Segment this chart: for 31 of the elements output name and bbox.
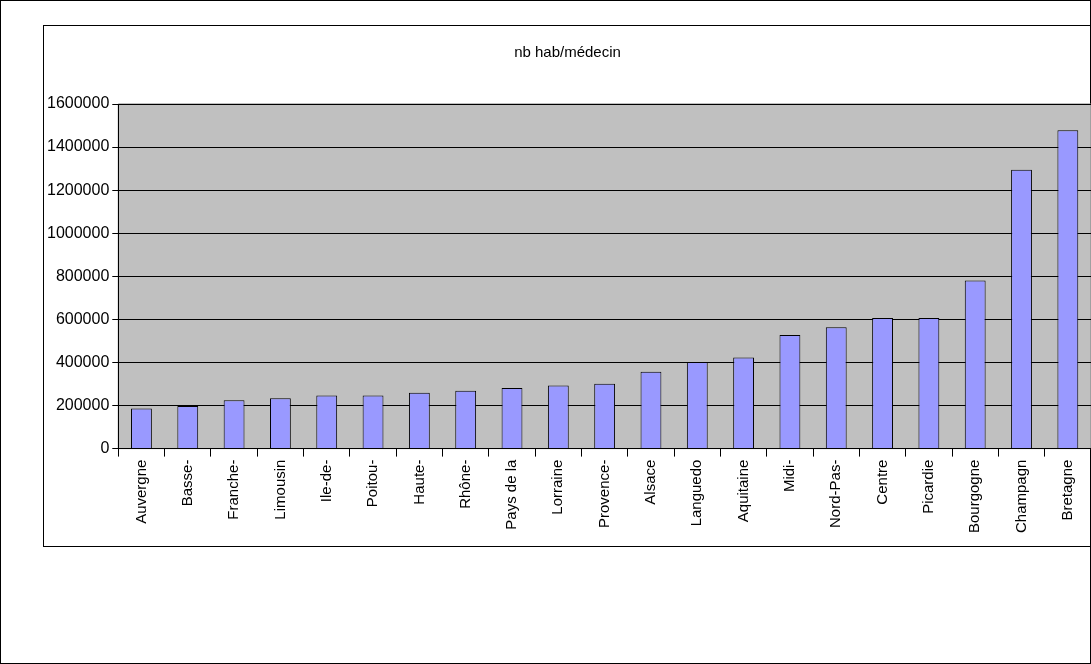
x-tick-label: Alsace: [641, 459, 659, 505]
x-tick-label: Languedo: [687, 459, 705, 527]
x-tick-label: Centre: [872, 459, 890, 505]
y-tick-label: 400000: [55, 352, 110, 370]
y-tick-label: 1200000: [46, 180, 110, 198]
x-tick-label: Poitou-: [363, 459, 381, 508]
x-tick-label: Basse-: [177, 459, 195, 507]
x-tick-label: Lorraine: [548, 459, 566, 515]
x-tick-label: Provence-: [594, 459, 612, 528]
x-tick-label: Ile-de-: [316, 459, 334, 503]
x-tick-label: Rhône-: [455, 459, 473, 509]
x-tick-label: Bourgogne: [965, 459, 983, 534]
x-tick-label: Bretagne: [1057, 459, 1075, 521]
y-tick-label: 1000000: [46, 223, 110, 241]
x-tick-label: Picardie: [919, 459, 937, 514]
x-tick-label: Auvergne: [131, 459, 149, 524]
chart-title: nb hab/médecin: [514, 43, 621, 61]
y-tick-label: 1600000: [46, 94, 110, 112]
x-tick-label: Champagn: [1011, 459, 1029, 533]
x-tick-label: Haute-: [409, 459, 427, 505]
x-tick-label: Aquitaine: [733, 459, 751, 523]
x-tick-label: Pays de la: [502, 458, 520, 530]
x-tick-label: Franche-: [224, 459, 242, 520]
y-tick-label: 800000: [55, 266, 110, 284]
x-tick-label: Midi-: [780, 459, 798, 493]
x-tick-label: Nord-Pas-: [826, 459, 844, 528]
y-tick-label: 1400000: [46, 137, 110, 155]
x-tick-label: Limousin: [270, 459, 288, 520]
y-tick-label: 0: [100, 439, 110, 457]
y-tick-label: 200000: [55, 395, 110, 413]
y-tick-label: 600000: [55, 309, 110, 327]
